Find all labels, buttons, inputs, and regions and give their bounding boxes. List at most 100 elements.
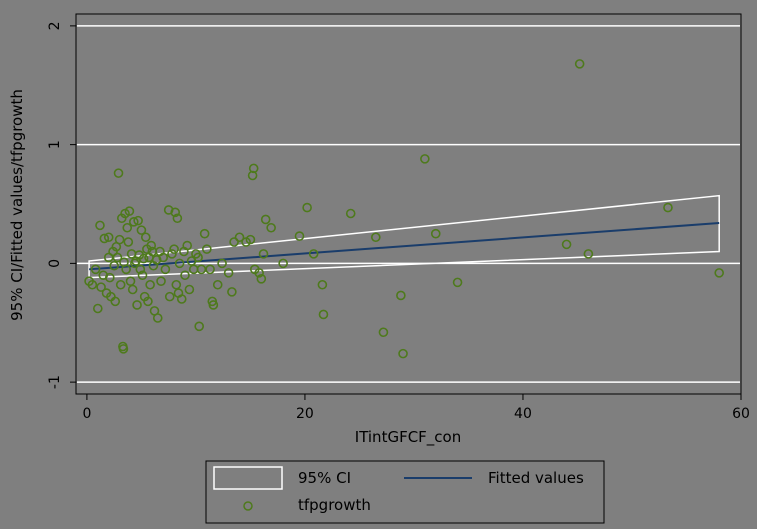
ci-band-outline: [88, 194, 720, 279]
data-point-28: [123, 237, 134, 247]
data-point-63: [170, 207, 181, 218]
data-point-7: [99, 233, 110, 244]
y-tick-label-0: -1: [47, 375, 63, 389]
data-point-4: [95, 220, 105, 231]
data-point-18: [113, 168, 124, 178]
data-point-49: [146, 240, 157, 251]
legend-point-label: tfpgrowth: [298, 496, 371, 514]
data-point-88: [229, 237, 239, 247]
plot-frame: [75, 13, 742, 395]
data-point-80: [202, 244, 212, 254]
data-point-76: [193, 252, 203, 263]
data-point-15: [110, 296, 121, 307]
data-point-118: [714, 268, 724, 278]
data-point-71: [182, 240, 192, 251]
data-point-19: [114, 234, 125, 245]
data-point-81: [205, 264, 215, 275]
data-point-40: [136, 225, 147, 235]
data-point-1: [87, 279, 98, 290]
data-point-42: [138, 253, 149, 264]
legend-box: [205, 460, 605, 524]
data-point-58: [160, 264, 171, 275]
data-point-102: [302, 202, 312, 213]
axes: 0 20 40 60 -1 0 1 2: [47, 21, 750, 422]
data-point-61: [167, 249, 177, 259]
x-tick-label-3: 60: [732, 406, 750, 422]
data-point-57: [158, 252, 169, 263]
data-point-48: [145, 279, 155, 290]
y-tick-label-2: 1: [47, 140, 63, 149]
data-point-114: [561, 239, 572, 250]
fitted-line: [89, 222, 720, 271]
data-point-9: [103, 232, 114, 243]
data-point-41: [137, 270, 148, 281]
data-point-56: [156, 276, 166, 286]
data-point-32: [127, 284, 138, 295]
ci-band: [88, 194, 720, 279]
data-point-87: [227, 287, 237, 297]
data-point-91: [245, 234, 256, 245]
data-points: [84, 59, 724, 359]
data-point-37: [133, 215, 143, 226]
data-point-77: [194, 321, 204, 332]
data-point-107: [370, 232, 381, 243]
data-point-44: [140, 232, 151, 243]
data-point-60: [164, 291, 175, 302]
data-point-3: [93, 303, 103, 314]
data-point-99: [266, 222, 276, 233]
data-point-103: [308, 249, 319, 259]
data-point-62: [169, 244, 179, 254]
legend-point-key: [243, 501, 253, 511]
data-point-65: [172, 213, 183, 224]
data-point-100: [278, 258, 288, 269]
data-point-23: [118, 344, 129, 354]
data-point-29: [124, 206, 135, 216]
data-point-26: [121, 264, 131, 275]
data-point-97: [258, 249, 269, 259]
data-point-84: [212, 279, 223, 290]
data-point-39: [135, 264, 146, 275]
data-point-64: [171, 279, 182, 290]
data-point-27: [122, 222, 133, 233]
data-point-72: [184, 284, 195, 295]
data-point-111: [420, 154, 430, 164]
legend-ci-label: 95% CI: [298, 469, 351, 487]
data-point-112: [430, 228, 441, 239]
data-point-46: [143, 296, 153, 307]
data-point-89: [234, 232, 245, 243]
data-point-70: [180, 270, 190, 281]
data-point-113: [452, 277, 463, 288]
data-point-116: [583, 249, 594, 259]
data-point-105: [318, 309, 329, 320]
data-point-14: [109, 260, 119, 271]
data-point-11: [104, 272, 115, 283]
data-point-67: [174, 258, 185, 269]
data-point-104: [317, 279, 328, 290]
data-point-79: [199, 228, 210, 239]
data-point-5: [96, 282, 106, 292]
legend: 95% CI Fitted values tfpgrowth: [205, 460, 605, 524]
data-point-2: [90, 264, 101, 275]
data-point-101: [294, 231, 305, 241]
data-point-110: [398, 348, 408, 359]
x-axis-title: ITintGFCF_con: [355, 428, 461, 447]
data-point-115: [574, 59, 585, 69]
data-point-36: [132, 300, 142, 310]
y-tick-label-3: 2: [47, 21, 63, 30]
data-point-54: [152, 313, 163, 323]
data-point-20: [115, 279, 126, 290]
legend-ci-key: [213, 466, 283, 490]
data-point-106: [345, 208, 356, 219]
data-point-98: [260, 214, 271, 225]
x-tick-label-2: 40: [514, 406, 532, 422]
data-point-86: [223, 268, 234, 278]
data-point-109: [396, 290, 406, 301]
x-tick-label-1: 20: [296, 406, 314, 422]
fitted-values-line: [89, 222, 720, 271]
data-point-30: [125, 276, 136, 286]
legend-fit-label: Fitted values: [488, 469, 584, 487]
data-point-95: [254, 268, 264, 278]
